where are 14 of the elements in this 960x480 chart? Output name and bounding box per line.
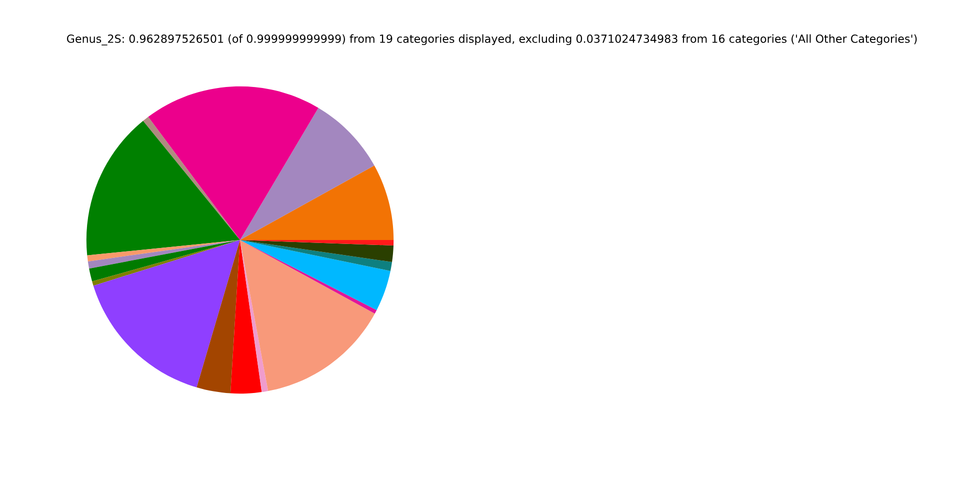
pie-slice [240, 165, 394, 240]
pie-slice [230, 240, 262, 394]
pie-slice [87, 240, 240, 262]
text: Genus_2S: 0.962897526501 (of 0.999999999999) from 19 categories displayed, excluding 0.0371024734983 from 16 categories ('All Other Categories') [66, 34, 917, 46]
pie-slice [240, 240, 392, 271]
pie-slice [240, 240, 375, 392]
pie-slice [93, 240, 240, 388]
pie-slice [88, 240, 240, 269]
pie-slice [148, 86, 318, 240]
pie-slice [196, 240, 240, 394]
pie-slice [240, 108, 374, 240]
pie-slice [240, 240, 268, 392]
pie-slice [240, 240, 394, 262]
pie-slice [143, 116, 240, 240]
